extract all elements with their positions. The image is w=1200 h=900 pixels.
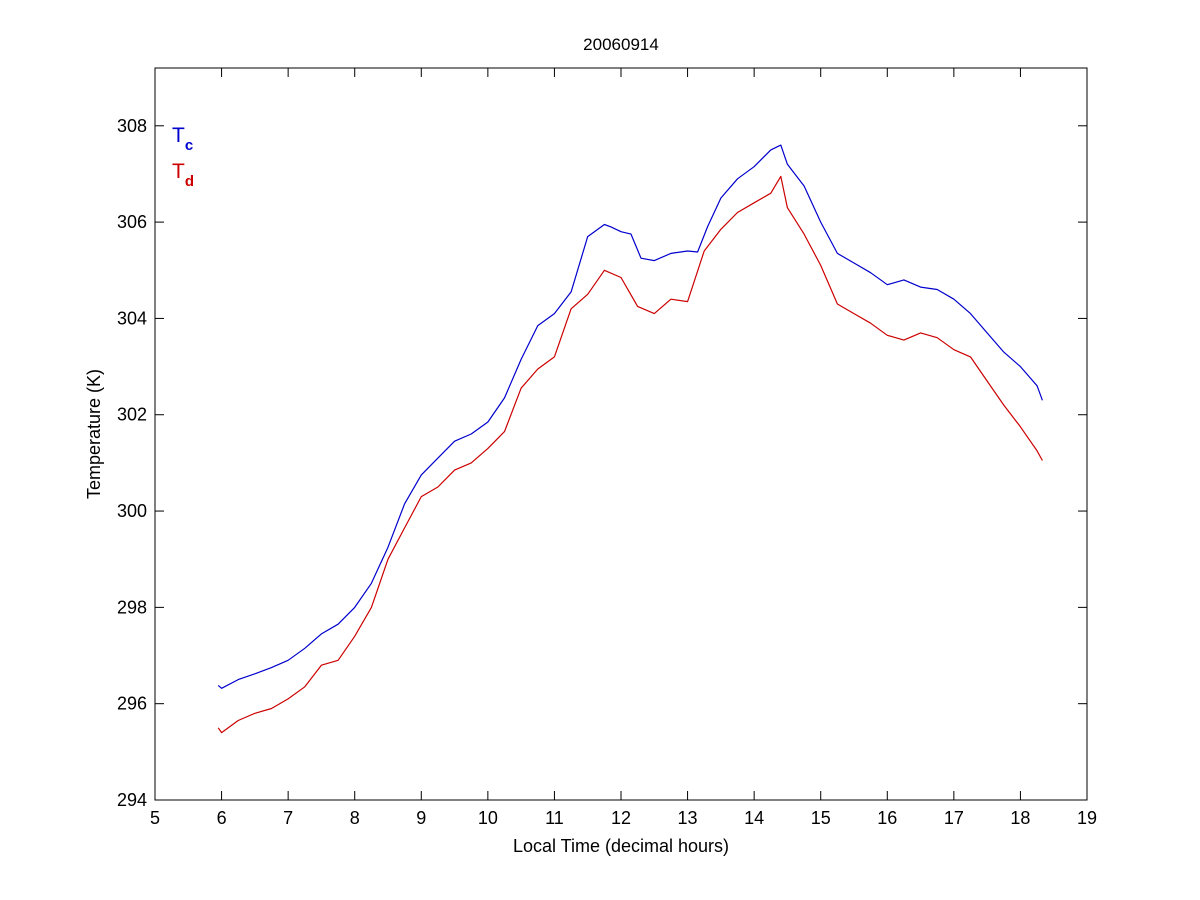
series-line-td bbox=[217, 175, 1043, 734]
x-tick-label: 19 bbox=[1077, 808, 1097, 828]
series-layer bbox=[217, 144, 1043, 734]
y-tick-label: 302 bbox=[117, 405, 147, 425]
y-tick-label: 298 bbox=[117, 597, 147, 617]
chart-title: 20060914 bbox=[583, 35, 659, 54]
y-axis-ticks: 294 296 298 300 302 304 306 308 bbox=[117, 116, 1087, 810]
legend-entry: Td bbox=[172, 160, 194, 190]
legend-entry-base: T bbox=[172, 124, 185, 147]
y-axis-label: Temperature (K) bbox=[84, 369, 104, 499]
x-axis-label: Local Time (decimal hours) bbox=[513, 836, 729, 856]
x-tick-label: 5 bbox=[150, 808, 160, 828]
series-line-tc bbox=[217, 144, 1043, 689]
y-tick-label: 306 bbox=[117, 212, 147, 232]
x-tick-label: 13 bbox=[678, 808, 698, 828]
x-axis-ticks: 5 6 7 8 9 10 11 12 13 14 15 16 17 18 19 bbox=[150, 68, 1097, 828]
x-tick-label: 6 bbox=[217, 808, 227, 828]
plot-area: 5 6 7 8 9 10 11 12 13 14 15 16 17 18 19 294 296 298 300 30… bbox=[117, 67, 1097, 828]
y-tick-label: 308 bbox=[117, 116, 147, 136]
x-tick-label: 17 bbox=[944, 808, 964, 828]
legend-entry: Tc bbox=[172, 124, 193, 154]
x-tick-label: 12 bbox=[611, 808, 631, 828]
x-tick-label: 18 bbox=[1010, 808, 1030, 828]
y-tick-label: 294 bbox=[117, 790, 147, 810]
legend-entry-subscript: c bbox=[185, 137, 193, 154]
x-tick-label: 8 bbox=[350, 808, 360, 828]
x-tick-label: 7 bbox=[283, 808, 293, 828]
legend-entry-base: T bbox=[172, 160, 185, 183]
y-tick-label: 300 bbox=[117, 501, 147, 521]
x-tick-label: 14 bbox=[744, 808, 764, 828]
x-tick-label: 10 bbox=[478, 808, 498, 828]
legend-entry-subscript: d bbox=[185, 173, 194, 190]
x-tick-label: 9 bbox=[416, 808, 426, 828]
y-tick-label: 296 bbox=[117, 694, 147, 714]
x-tick-label: 11 bbox=[545, 808, 564, 828]
x-tick-label: 15 bbox=[811, 808, 831, 828]
y-tick-label: 304 bbox=[117, 308, 147, 328]
x-tick-label: 16 bbox=[877, 808, 897, 828]
